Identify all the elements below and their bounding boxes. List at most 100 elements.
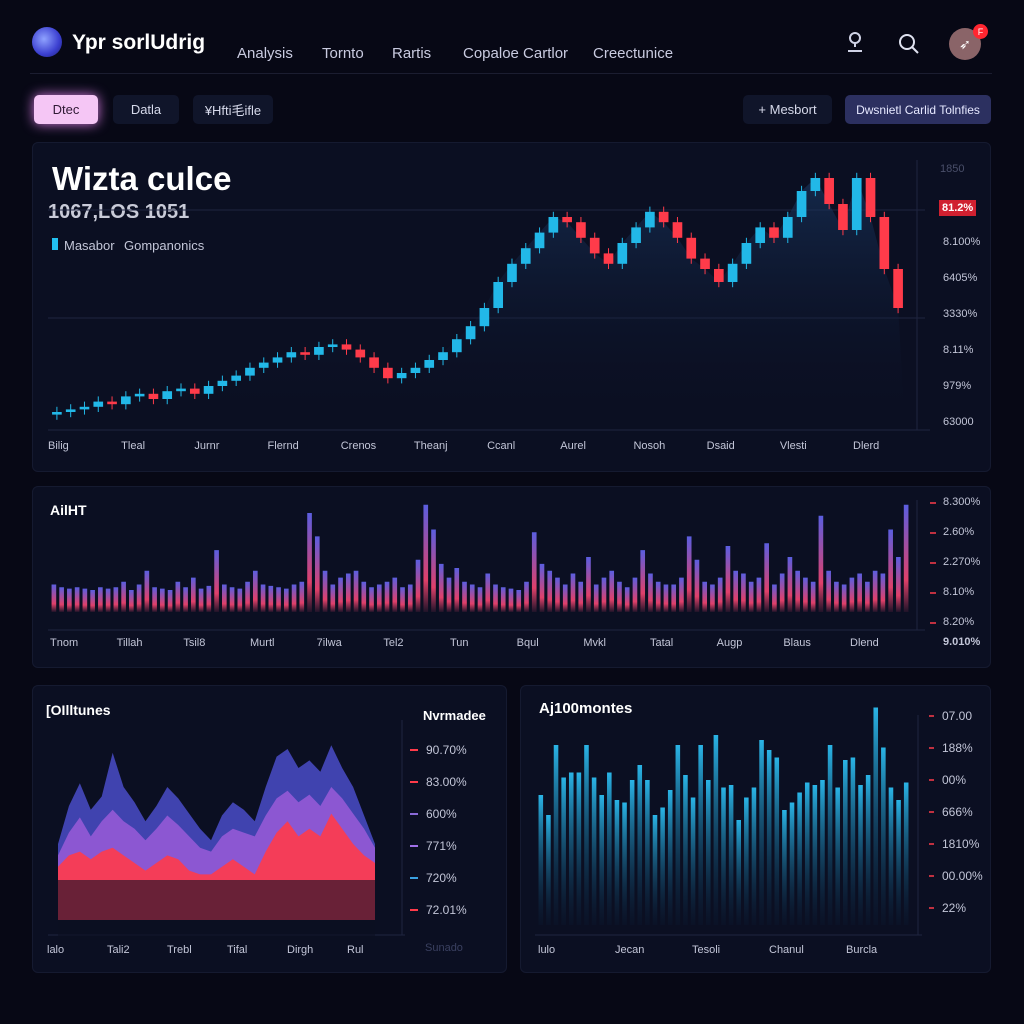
candle (479, 308, 490, 327)
x-tick-label: 7ilwa (316, 637, 342, 649)
volume-bar (415, 559, 421, 612)
volume-bar (570, 573, 576, 612)
y-tick-label: 8.300% (943, 496, 981, 508)
nav-copaloe-cartlor[interactable]: Copaloe Cartlor (463, 45, 569, 62)
bar (576, 772, 582, 925)
x-tick-label: Tifal (227, 944, 248, 956)
location-pin-icon[interactable] (846, 31, 864, 59)
volume-bar (500, 587, 506, 612)
bar (561, 777, 566, 925)
nav-rartis[interactable]: Rartis (392, 45, 432, 62)
y-tick-label: 666% (942, 805, 973, 819)
main-chart-subtitle: 1067,LOS 1051 (48, 201, 190, 223)
candle (617, 243, 628, 264)
bar (804, 782, 810, 925)
volume-bar (446, 577, 452, 612)
candle (245, 367, 255, 376)
volume-bar (880, 573, 886, 612)
y-tick-label: 2.60% (943, 526, 975, 538)
volume-bar (160, 588, 165, 612)
bar (759, 740, 764, 925)
candle (148, 393, 159, 399)
y-tick-label: 3330% (943, 308, 978, 320)
candle (838, 204, 848, 230)
candle (493, 282, 504, 308)
bar (797, 792, 802, 925)
volume-bar (322, 570, 328, 612)
x-tick-label: Bilig (48, 440, 69, 452)
candle (714, 269, 724, 282)
volume-bar (710, 584, 715, 612)
search-icon[interactable] (898, 33, 920, 61)
volume-bar (229, 587, 235, 612)
candle (203, 386, 214, 394)
x-tick-label: Chanul (769, 944, 804, 956)
volume-bar (539, 563, 545, 612)
candle (520, 248, 531, 264)
main-chart-title: Wizta culce (52, 160, 232, 197)
volume-bar (772, 584, 777, 612)
bar (865, 775, 871, 925)
x-tick-label: lalo (47, 944, 65, 956)
area-footer: Sunado (425, 942, 463, 954)
candle (231, 375, 241, 381)
volume-bar (834, 581, 839, 612)
filter-third[interactable]: ¥Hfti毛ifle (193, 95, 273, 124)
volume-bar (222, 584, 227, 612)
volume-bar (826, 570, 831, 612)
nav-creectunice[interactable]: Creectunice (593, 45, 674, 62)
bar (896, 800, 901, 925)
y-tick-label: 8.100% (943, 236, 981, 248)
candle (341, 344, 352, 350)
candle (769, 227, 779, 238)
x-tick-label: Dlerd (853, 440, 880, 452)
volume-bar (655, 581, 661, 612)
primary-action-button[interactable]: Dwsnietl Carlid Tolnfies (845, 95, 991, 124)
volume-bar (469, 584, 475, 612)
y-tick-label: 8.20% (943, 616, 975, 628)
filter-dtec[interactable]: Dtec (34, 95, 98, 124)
price-tag: 81.2% (939, 200, 977, 216)
bar (538, 795, 544, 925)
bar (637, 765, 643, 925)
notification-badge: F (973, 24, 988, 39)
volume-bar (748, 581, 754, 612)
volume-bar (299, 581, 305, 612)
candle (727, 263, 738, 282)
volume-bar (516, 590, 522, 612)
volume-bar (175, 581, 181, 612)
add-button[interactable]: + Mesbort (743, 95, 832, 124)
x-tick-label: Aurel (560, 440, 586, 452)
volume-bar (671, 584, 677, 612)
volume-bar (431, 529, 436, 612)
y-tick-label: 07.00 (942, 709, 973, 723)
bar (645, 780, 650, 925)
volume-bar (795, 570, 800, 612)
y-tick-label: 00% (942, 773, 967, 787)
volume-bar (338, 577, 343, 612)
volume-bar (283, 588, 289, 612)
bar (683, 775, 688, 925)
bar (736, 820, 742, 925)
bar (622, 802, 627, 925)
candle (576, 222, 586, 238)
candle (782, 217, 793, 238)
filter-datla[interactable]: Datla (113, 95, 179, 124)
x-tick-label: Dlend (850, 637, 879, 649)
volume-bar (105, 588, 111, 612)
bar (690, 797, 696, 925)
nav-analysis[interactable]: Analysis (237, 45, 293, 62)
candle (286, 352, 297, 358)
volume-bar (702, 581, 708, 612)
candle (134, 393, 145, 397)
bar (546, 815, 551, 925)
area-legend-title: Nvrmadee (423, 708, 486, 723)
nav-tornto[interactable]: Tornto (322, 45, 364, 62)
volume-bar (888, 529, 893, 612)
bar (744, 797, 749, 925)
bar (782, 810, 787, 925)
candle (589, 237, 600, 254)
